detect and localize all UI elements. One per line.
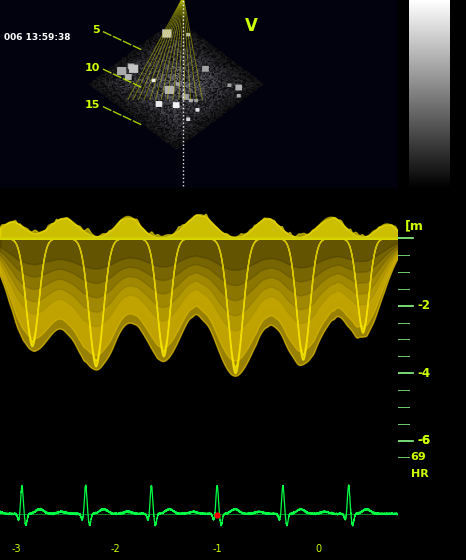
Text: V: V [245, 17, 257, 35]
Text: -6: -6 [418, 434, 431, 447]
Text: 15: 15 [84, 100, 100, 110]
Text: 5: 5 [92, 25, 100, 35]
Text: HR: HR [411, 469, 428, 479]
Text: -6: -6 [418, 434, 431, 447]
Text: -2: -2 [418, 299, 430, 312]
Text: 69: 69 [411, 452, 426, 463]
Text: -4: -4 [418, 367, 431, 380]
Text: [m: [m [405, 220, 424, 233]
Text: -3: -3 [11, 544, 21, 554]
Text: -2: -2 [110, 544, 120, 554]
Text: 006 13:59:38: 006 13:59:38 [4, 33, 70, 42]
Text: -1: -1 [212, 544, 222, 554]
Text: 0: 0 [315, 544, 322, 554]
Text: 10: 10 [84, 63, 100, 73]
